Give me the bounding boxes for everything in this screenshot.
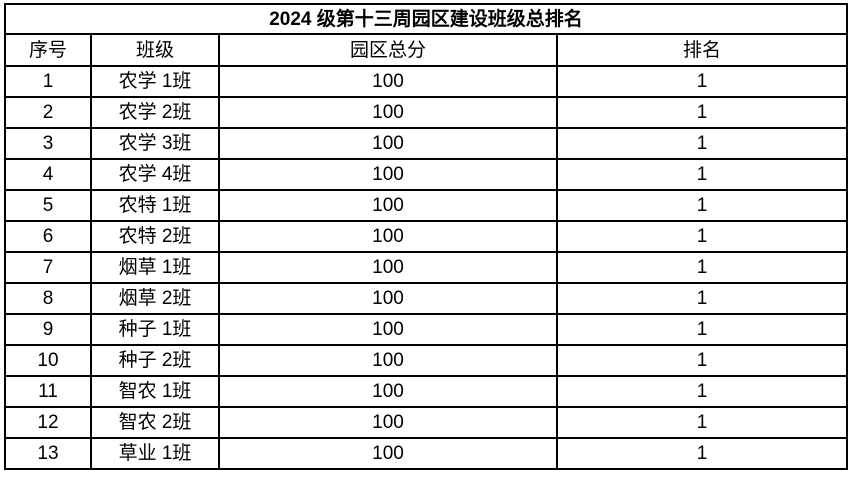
cell-score: 100 xyxy=(218,406,558,439)
cell-rank: 1 xyxy=(556,96,848,129)
cell-no: 7 xyxy=(4,251,92,284)
cell-score: 100 xyxy=(218,282,558,315)
cell-score: 100 xyxy=(218,189,558,222)
cell-no: 13 xyxy=(4,437,92,470)
cell-no: 8 xyxy=(4,282,92,315)
table-row: 2 农学 2班 100 1 xyxy=(4,96,848,129)
cell-no: 10 xyxy=(4,344,92,377)
cell-score: 100 xyxy=(218,437,558,470)
table-row: 7 烟草 1班 100 1 xyxy=(4,251,848,284)
cell-rank: 1 xyxy=(556,127,848,160)
cell-class: 农学 1班 xyxy=(90,65,220,98)
table-row: 9 种子 1班 100 1 xyxy=(4,313,848,346)
table-row: 10 种子 2班 100 1 xyxy=(4,344,848,377)
cell-class: 种子 2班 xyxy=(90,344,220,377)
column-header-score: 园区总分 xyxy=(218,33,558,67)
table-row: 3 农学 3班 100 1 xyxy=(4,127,848,160)
cell-no: 6 xyxy=(4,220,92,253)
cell-no: 11 xyxy=(4,375,92,408)
cell-rank: 1 xyxy=(556,282,848,315)
cell-class: 烟草 1班 xyxy=(90,251,220,284)
cell-no: 3 xyxy=(4,127,92,160)
cell-rank: 1 xyxy=(556,313,848,346)
cell-rank: 1 xyxy=(556,158,848,191)
cell-rank: 1 xyxy=(556,189,848,222)
table-row: 8 烟草 2班 100 1 xyxy=(4,282,848,315)
cell-class: 农学 2班 xyxy=(90,96,220,129)
column-header-class: 班级 xyxy=(90,33,220,67)
cell-no: 9 xyxy=(4,313,92,346)
cell-score: 100 xyxy=(218,158,558,191)
table-title: 2024 级第十三周园区建设班级总排名 xyxy=(4,3,848,35)
cell-rank: 1 xyxy=(556,437,848,470)
cell-no: 12 xyxy=(4,406,92,439)
cell-score: 100 xyxy=(218,251,558,284)
table-row: 4 农学 4班 100 1 xyxy=(4,158,848,191)
cell-class: 种子 1班 xyxy=(90,313,220,346)
cell-score: 100 xyxy=(218,313,558,346)
ranking-table: 2024 级第十三周园区建设班级总排名 序号 班级 园区总分 排名 1 农学 1… xyxy=(4,3,848,470)
cell-score: 100 xyxy=(218,65,558,98)
cell-rank: 1 xyxy=(556,344,848,377)
cell-class: 农特 1班 xyxy=(90,189,220,222)
cell-rank: 1 xyxy=(556,251,848,284)
cell-rank: 1 xyxy=(556,65,848,98)
cell-rank: 1 xyxy=(556,375,848,408)
table-row: 5 农特 1班 100 1 xyxy=(4,189,848,222)
table-row: 11 智农 1班 100 1 xyxy=(4,375,848,408)
cell-no: 4 xyxy=(4,158,92,191)
cell-class: 智农 1班 xyxy=(90,375,220,408)
title-row: 2024 级第十三周园区建设班级总排名 xyxy=(4,3,848,35)
column-header-no: 序号 xyxy=(4,33,92,67)
cell-class: 烟草 2班 xyxy=(90,282,220,315)
table-row: 13 草业 1班 100 1 xyxy=(4,437,848,470)
cell-no: 5 xyxy=(4,189,92,222)
cell-class: 农学 4班 xyxy=(90,158,220,191)
cell-class: 农特 2班 xyxy=(90,220,220,253)
header-row: 序号 班级 园区总分 排名 xyxy=(4,33,848,67)
cell-score: 100 xyxy=(218,127,558,160)
cell-rank: 1 xyxy=(556,406,848,439)
cell-class: 智农 2班 xyxy=(90,406,220,439)
cell-score: 100 xyxy=(218,96,558,129)
cell-class: 农学 3班 xyxy=(90,127,220,160)
cell-score: 100 xyxy=(218,220,558,253)
cell-score: 100 xyxy=(218,344,558,377)
cell-no: 1 xyxy=(4,65,92,98)
table-row: 12 智农 2班 100 1 xyxy=(4,406,848,439)
cell-no: 2 xyxy=(4,96,92,129)
cell-class: 草业 1班 xyxy=(90,437,220,470)
column-header-rank: 排名 xyxy=(556,33,848,67)
table-row: 6 农特 2班 100 1 xyxy=(4,220,848,253)
cell-score: 100 xyxy=(218,375,558,408)
table-row: 1 农学 1班 100 1 xyxy=(4,65,848,98)
cell-rank: 1 xyxy=(556,220,848,253)
